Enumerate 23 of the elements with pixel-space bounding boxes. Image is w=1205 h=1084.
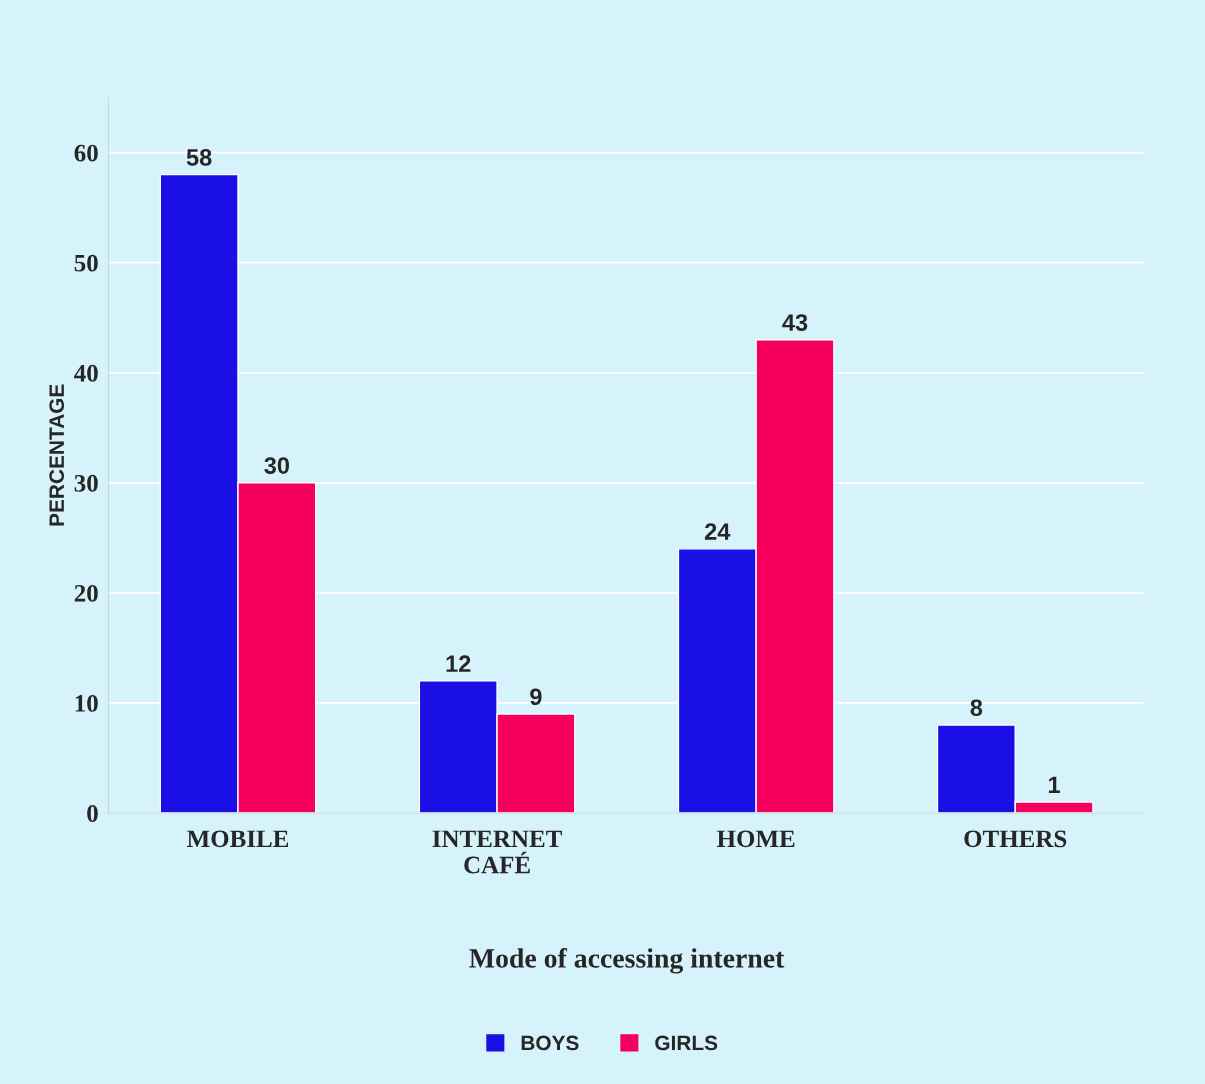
legend-label: BOYS [521, 1035, 579, 1051]
x-tick-label: MOBILE [187, 830, 289, 848]
data-label: 24 [704, 523, 731, 540]
y-tick-label: 0 [87, 805, 98, 822]
data-label: 8 [970, 699, 983, 717]
data-label: 12 [446, 655, 471, 672]
y-tick-label: 20 [74, 584, 98, 602]
y-axis-title: PERCENTAGE [49, 384, 65, 526]
data-label: 30 [264, 457, 290, 474]
x-tick-label: HOME [716, 830, 795, 848]
data-label: 9 [530, 688, 542, 706]
y-tick-label: 60 [74, 144, 98, 162]
y-tick-label: 10 [75, 694, 98, 712]
data-label: 1 [1049, 776, 1060, 793]
data-label: 43 [782, 314, 808, 331]
legend-label: GIRLS [655, 1035, 718, 1051]
data-label: 58 [186, 149, 212, 166]
x-tick-label: OTHERS [964, 830, 1067, 848]
x-axis-title: Mode of accessing internet [469, 947, 785, 974]
y-tick-label: 40 [74, 364, 98, 382]
y-tick-label: 50 [74, 254, 98, 272]
x-tick-label: INTERNET CAFÉ [432, 830, 562, 874]
y-tick-label: 30 [74, 474, 98, 492]
